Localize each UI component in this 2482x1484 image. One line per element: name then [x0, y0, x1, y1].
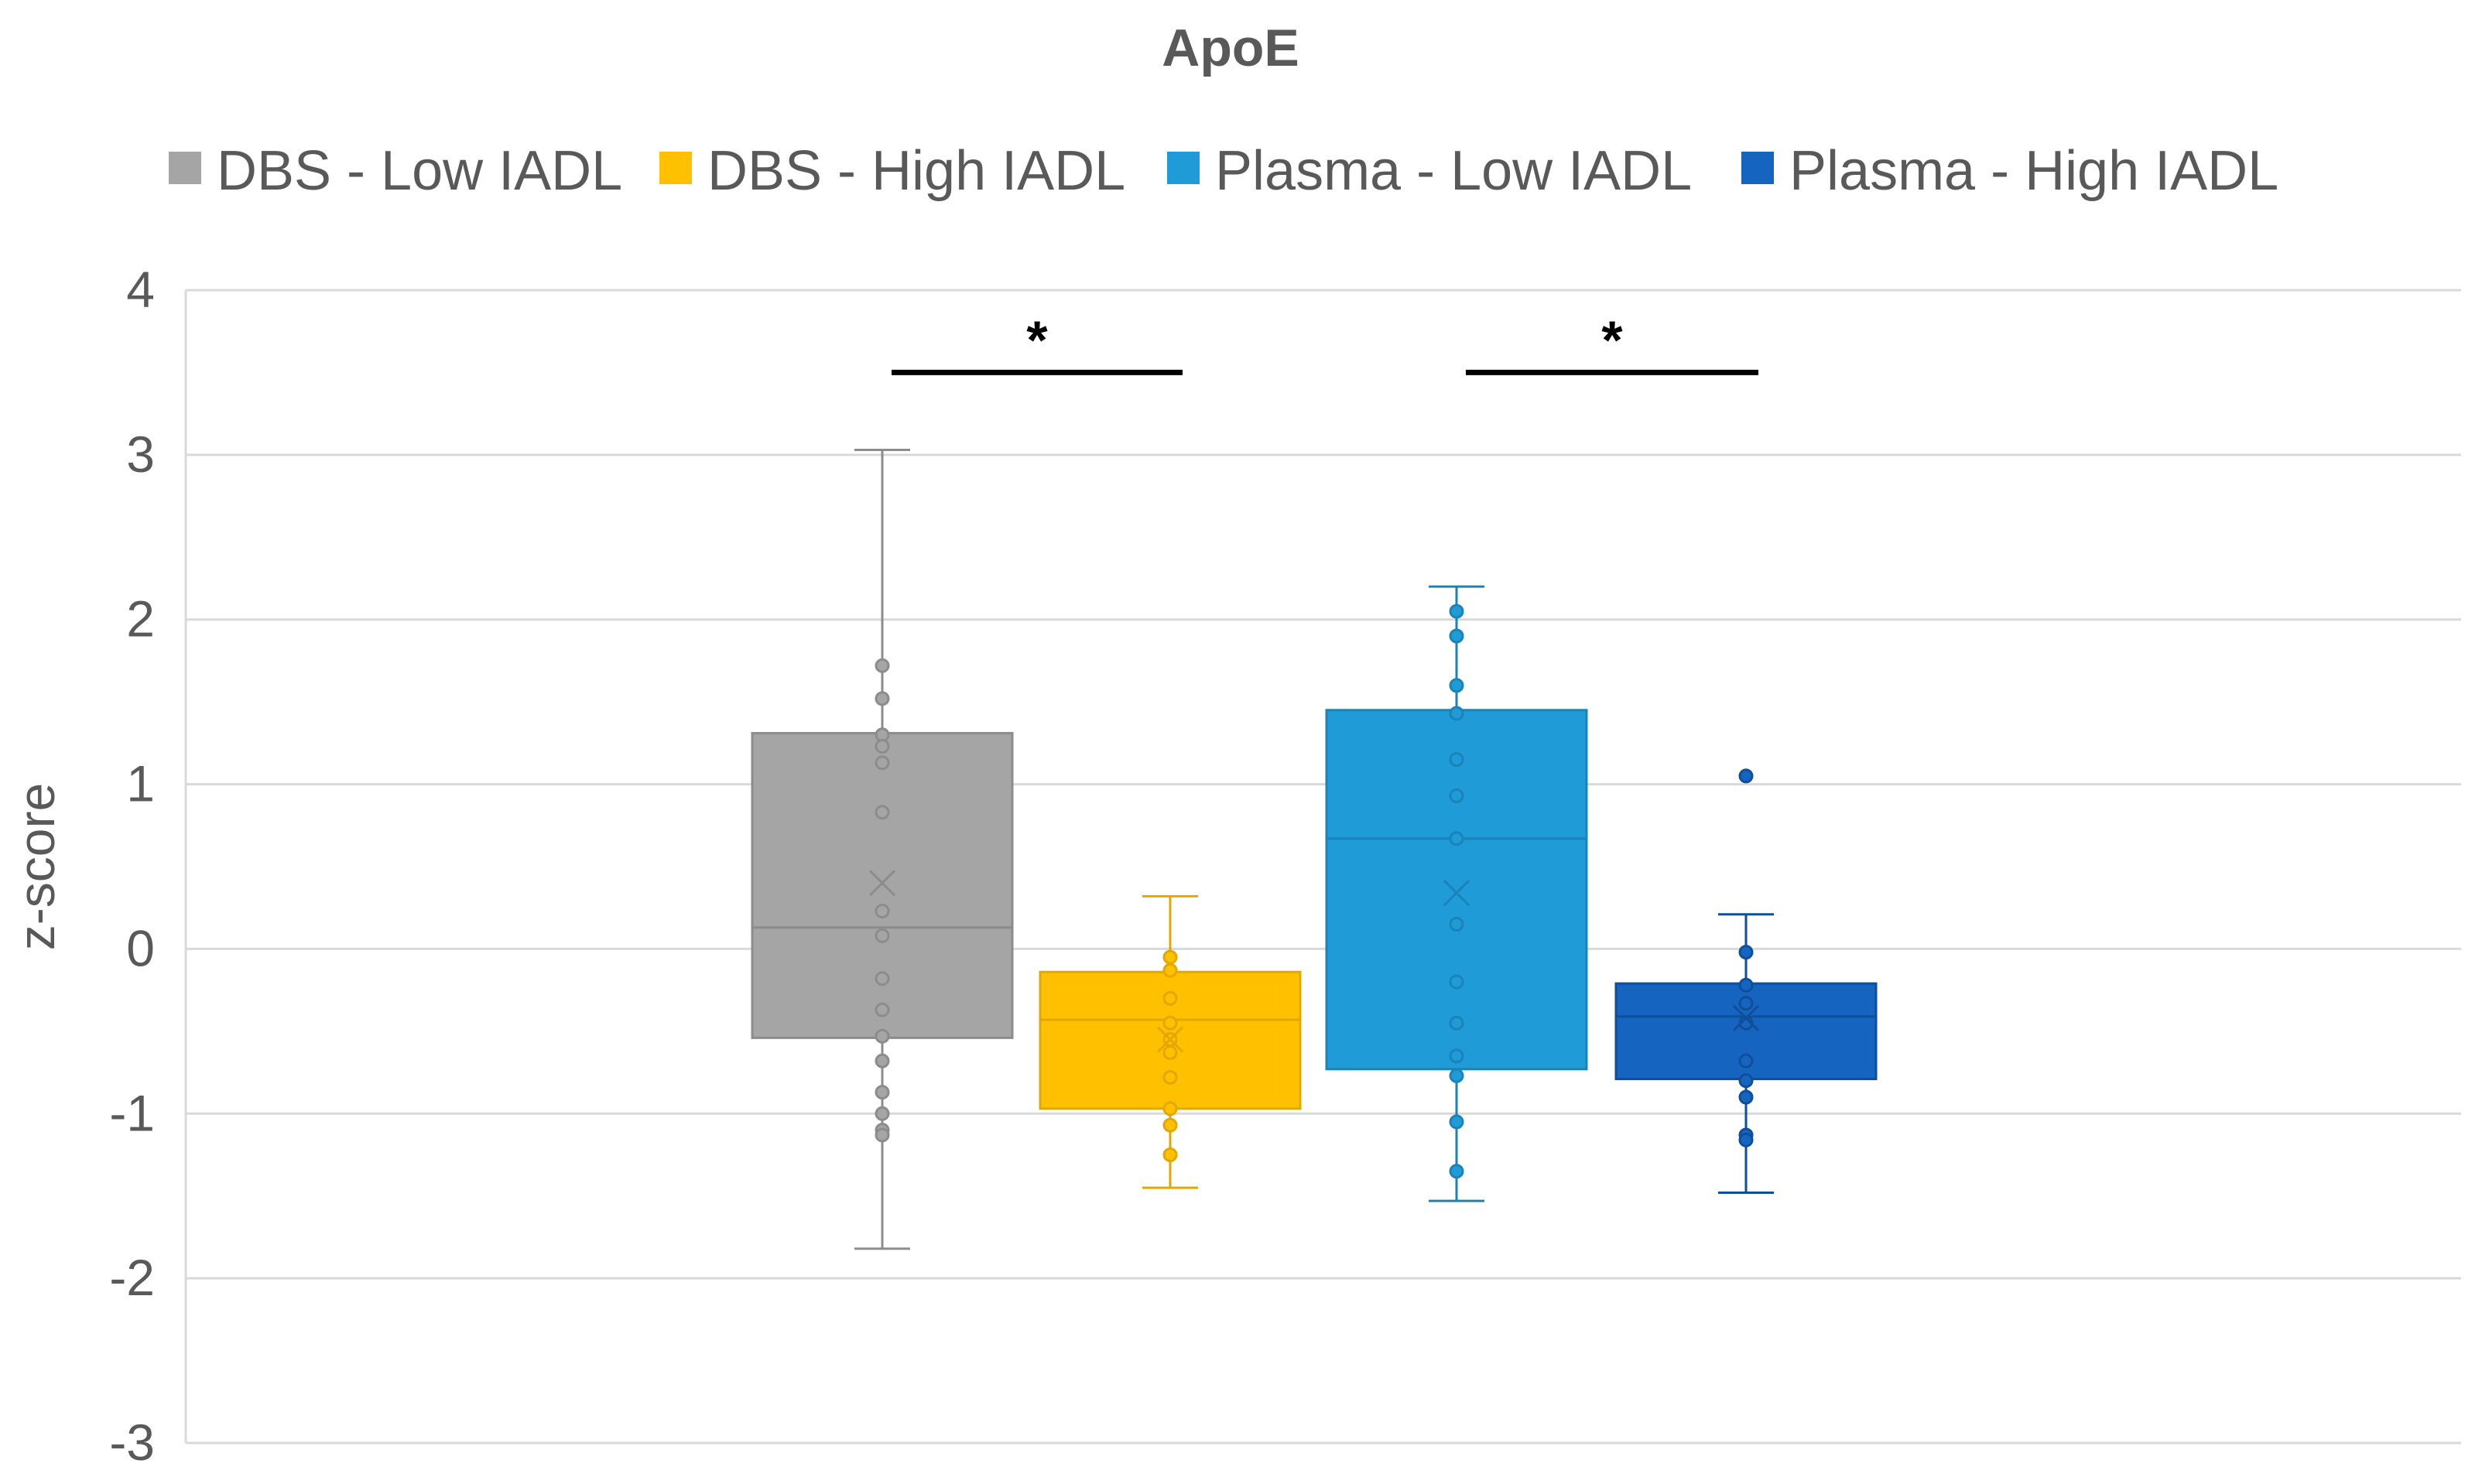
mean-marker	[1443, 879, 1470, 907]
y-tick-label: 1	[126, 755, 155, 812]
data-point	[875, 739, 890, 754]
legend-item: Plasma - Low IADL	[1167, 140, 1692, 202]
data-point	[1449, 678, 1464, 693]
data-point	[1738, 1053, 1754, 1069]
data-point	[875, 1002, 890, 1017]
data-point	[1449, 1048, 1464, 1064]
data-point	[1449, 752, 1464, 768]
significance-star: *	[1601, 309, 1623, 370]
legend-label: Plasma - High IADL	[1789, 140, 2278, 202]
data-point	[1162, 1069, 1178, 1085]
box	[1325, 709, 1588, 1071]
data-point	[1738, 996, 1754, 1011]
significance-star: *	[1026, 309, 1048, 370]
data-point	[1449, 917, 1464, 932]
box-group	[1039, 894, 1302, 1189]
data-point	[875, 1127, 890, 1143]
data-point	[875, 928, 890, 943]
data-point	[1162, 1147, 1178, 1162]
y-tick-label: -1	[109, 1084, 155, 1141]
y-tick-label: 0	[126, 919, 155, 976]
data-point	[875, 691, 890, 706]
legend-label: DBS - Low IADL	[217, 140, 622, 202]
data-point	[1162, 1101, 1178, 1116]
data-point	[1449, 1068, 1464, 1083]
data-point	[1162, 1015, 1178, 1031]
data-point	[1162, 1045, 1178, 1061]
data-point	[1738, 1132, 1754, 1147]
data-point	[875, 1053, 890, 1069]
data-point	[1449, 628, 1464, 644]
legend-swatch	[1167, 152, 1200, 184]
data-point	[1449, 1015, 1464, 1031]
legend-item: Plasma - High IADL	[1741, 140, 2278, 202]
y-tick-label: -2	[109, 1249, 155, 1306]
data-point	[1449, 831, 1464, 846]
box-group	[1325, 585, 1588, 1202]
legend: DBS - Low IADL DBS - High IADL Plasma - Lo…	[169, 140, 2278, 202]
mean-marker	[1156, 1026, 1184, 1053]
chart-title: ApoE	[1162, 19, 1299, 77]
data-point	[1738, 977, 1754, 993]
data-point	[875, 755, 890, 771]
data-point	[1449, 1164, 1464, 1179]
significance-bar: *	[1466, 309, 1758, 375]
y-tick-label: 2	[126, 590, 155, 648]
data-point	[875, 903, 890, 918]
y-axis-title: z-score	[8, 783, 65, 950]
data-point	[875, 658, 890, 673]
legend-item: DBS - Low IADL	[169, 140, 622, 202]
legend-swatch	[1741, 152, 1774, 184]
mean-marker-stroke	[1732, 1004, 1760, 1031]
mean-marker-stroke	[868, 870, 896, 897]
box-group	[751, 448, 1014, 1250]
data-point	[875, 971, 890, 986]
data-point	[875, 1106, 890, 1121]
significance-annotations: * *	[892, 309, 1758, 375]
gridlines	[184, 289, 2461, 1445]
data-point	[1738, 945, 1754, 960]
data-point	[875, 1028, 890, 1044]
data-point	[875, 805, 890, 820]
data-point	[1449, 604, 1464, 619]
data-point	[1162, 990, 1178, 1006]
data-point	[1449, 974, 1464, 990]
legend-label: DBS - High IADL	[707, 140, 1125, 202]
box	[751, 732, 1014, 1039]
data-point	[1449, 1114, 1464, 1130]
significance-bar: *	[892, 309, 1183, 375]
data-point	[1162, 1117, 1178, 1133]
mean-marker-stroke	[1156, 1026, 1184, 1053]
y-tick-label: 3	[126, 426, 155, 483]
y-tick-labels: 4 3 2 1 0 -1 -2 -3	[109, 261, 155, 1471]
data-point	[1162, 949, 1178, 965]
mean-marker-stroke	[1443, 879, 1470, 907]
data-point	[1449, 788, 1464, 803]
mean-marker	[868, 870, 896, 897]
y-tick-label: -3	[109, 1414, 155, 1471]
box-group	[1614, 768, 1878, 1194]
data-point	[875, 1085, 890, 1100]
data-point	[1449, 706, 1464, 721]
legend-label: Plasma - Low IADL	[1215, 140, 1692, 202]
data-point	[1738, 1089, 1754, 1105]
mean-marker	[1732, 1004, 1760, 1031]
data-point	[1738, 768, 1754, 784]
box-plots	[751, 448, 1878, 1250]
legend-item: DBS - High IADL	[659, 140, 1125, 202]
data-point	[1738, 1073, 1754, 1089]
legend-swatch	[169, 152, 201, 184]
legend-swatch	[659, 152, 692, 184]
y-tick-label: 4	[126, 261, 155, 318]
data-point	[1162, 963, 1178, 978]
